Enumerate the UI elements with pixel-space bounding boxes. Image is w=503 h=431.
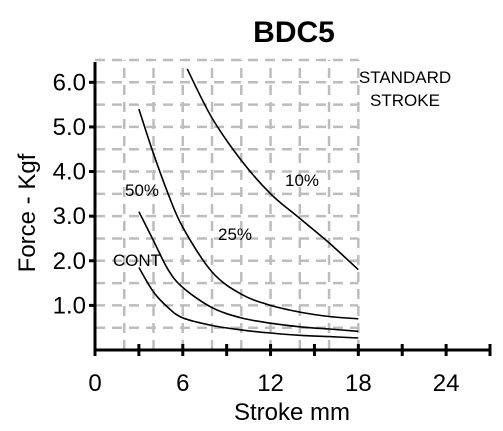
- y-tick-label: 1.0: [53, 292, 86, 319]
- chart-title: BDC5: [253, 16, 335, 49]
- annotation-stroke: STROKE: [370, 91, 440, 110]
- x-tick-label: 18: [345, 370, 372, 397]
- annotation-standard: STANDARD: [359, 68, 451, 87]
- x-tick-label: 6: [176, 370, 189, 397]
- y-tick-label: 5.0: [53, 114, 86, 141]
- series-layer: [138, 68, 359, 339]
- x-tick-label: 24: [433, 370, 460, 397]
- x-axis-label: Stroke mm: [234, 399, 350, 426]
- series-label-cont: CONT: [113, 251, 161, 270]
- series-line-25-percent: [138, 108, 359, 320]
- series-line-50-percent: [138, 211, 359, 333]
- labels-layer: 0 6 12 18 24 1.0 2.0 3.0 4.0 5.0 6.0 10% 25% 50% CONT: [53, 69, 460, 397]
- y-tick-label: 2.0: [53, 248, 86, 275]
- series-line-cont: [138, 267, 359, 339]
- y-axis-label: Force - Kgf: [14, 153, 41, 272]
- x-tick-label: 0: [88, 370, 101, 397]
- y-tick-label: 3.0: [53, 203, 86, 230]
- y-tick-label: 6.0: [53, 69, 86, 96]
- series-label-50-percent: 50%: [125, 181, 159, 200]
- series-label-10-percent: 10%: [285, 171, 319, 190]
- series-line-10-percent: [186, 68, 359, 271]
- y-tick-label: 4.0: [53, 159, 86, 186]
- axes: [89, 62, 492, 356]
- x-tick-label: 12: [257, 370, 284, 397]
- series-label-25-percent: 25%: [218, 225, 252, 244]
- grid: [95, 58, 360, 350]
